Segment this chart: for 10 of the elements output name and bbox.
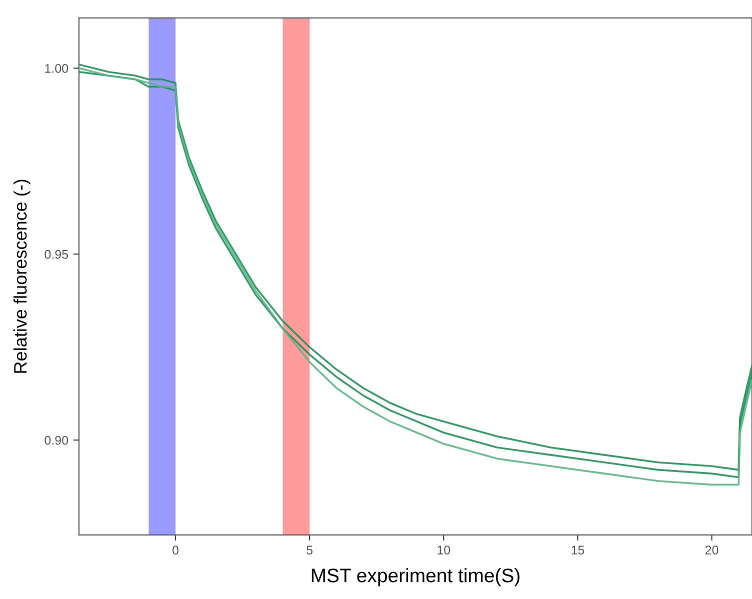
y-tick-label: 0.95 (44, 250, 68, 259)
y-tick-label: 1.00 (45, 64, 68, 73)
y-tick-label: 0.90 (44, 436, 68, 445)
x-axis-title: MST experiment time(S) (312, 568, 520, 586)
x-tick-label: 20 (705, 546, 718, 555)
x-tick-label: 0 (172, 546, 178, 555)
x-tick-label: 15 (572, 546, 584, 555)
x-tick-label: 5 (306, 546, 313, 555)
x-tick-label: 10 (438, 546, 450, 555)
y-axis-title: Relative fluorescence (-) (13, 180, 30, 373)
